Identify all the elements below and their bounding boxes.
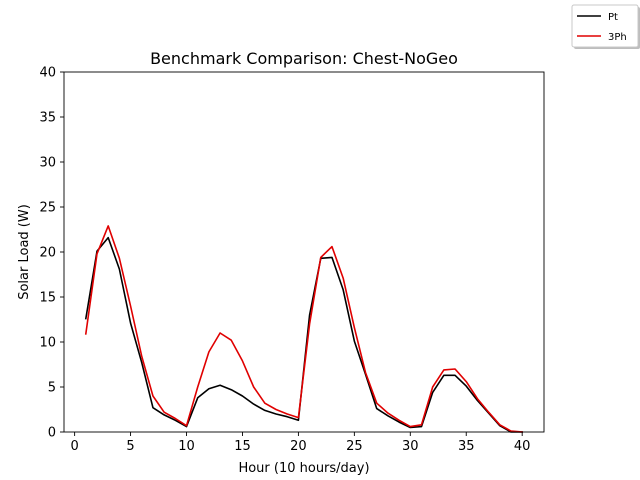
y-tick-label: 30: [39, 156, 56, 171]
x-tick-label: 25: [346, 439, 363, 454]
y-tick-label: 20: [39, 246, 56, 261]
x-tick-label: 20: [290, 439, 307, 454]
y-tick-label: 0: [48, 426, 56, 441]
y-tick-label: 25: [39, 201, 56, 216]
y-tick-label: 35: [39, 111, 56, 126]
x-tick-label: 5: [126, 439, 134, 454]
legend: Pt 3Ph: [571, 4, 640, 49]
x-tick-label: 15: [234, 439, 251, 454]
x-tick-label: 30: [402, 439, 419, 454]
legend-label-3ph: 3Ph: [608, 32, 627, 43]
legend-box: [571, 4, 639, 48]
y-tick-label: 40: [39, 66, 56, 81]
x-tick-label: 10: [178, 439, 195, 454]
x-tick-label: 0: [70, 439, 78, 454]
x-axis-title: Hour (10 hours/day): [238, 461, 369, 476]
chart-title: Benchmark Comparison: Chest-NoGeo: [150, 49, 458, 68]
y-axis-title: Solar Load (W): [17, 204, 32, 300]
series-line-3ph: [84, 225, 524, 433]
x-tick-label: 35: [458, 439, 475, 454]
x-tick-label: 40: [514, 439, 531, 454]
legend-label-pt: Pt: [608, 12, 618, 23]
y-tick-label: 15: [39, 291, 56, 306]
plot-area: 0 5 10 15 20 25 30 35 40 0 5 10 15 20 25 30 35 40: [39, 66, 545, 454]
y-tick-label: 10: [39, 336, 56, 351]
y-tick-label: 5: [48, 381, 56, 396]
